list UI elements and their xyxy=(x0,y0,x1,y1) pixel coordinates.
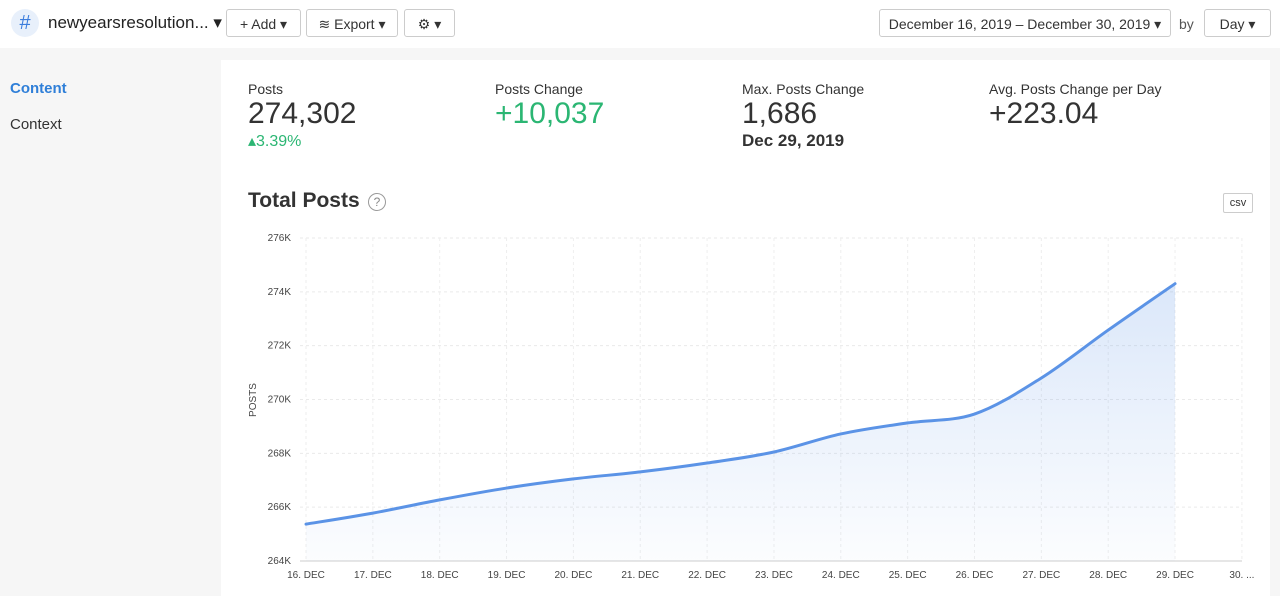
y-tick-label: 264K xyxy=(268,556,292,567)
x-tick-label: 24. DEC xyxy=(822,570,860,581)
stat-value: 1,686 xyxy=(742,97,818,130)
date-range-button[interactable]: December 16, 2019 – December 30, 2019 ▾ xyxy=(879,9,1171,37)
stat-label: Posts Change xyxy=(495,81,583,97)
stat: Avg. Posts Change per Day +223.04 xyxy=(989,81,1162,131)
stat-value: +10,037 xyxy=(495,97,605,130)
x-tick-label: 22. DEC xyxy=(688,570,726,581)
y-tick-label: 266K xyxy=(268,502,292,513)
x-tick-label: 25. DEC xyxy=(889,570,927,581)
stat-sub: Dec 29, 2019 xyxy=(742,131,845,150)
x-tick-label: 26. DEC xyxy=(956,570,994,581)
interval-button[interactable]: Day ▾ xyxy=(1204,9,1271,37)
x-tick-label: 30. ... xyxy=(1229,570,1254,581)
help-icon[interactable]: ? xyxy=(368,193,386,211)
x-tick-label: 21. DEC xyxy=(621,570,659,581)
stat-value: 274,302 xyxy=(248,97,357,130)
stat-value: +223.04 xyxy=(989,97,1099,130)
add-label: + Add xyxy=(239,16,277,32)
export-label: Export xyxy=(334,16,375,32)
nav-content[interactable]: Content xyxy=(10,80,67,97)
line xyxy=(304,282,1177,526)
stat-label: Avg. Posts Change per Day xyxy=(989,81,1162,97)
stat-label: Posts xyxy=(248,81,284,97)
x-tick-label: 28. DEC xyxy=(1089,570,1127,581)
x-tick-label: 16. DEC xyxy=(287,570,325,581)
y-tick-label: 268K xyxy=(268,448,292,459)
y-tick-label: 272K xyxy=(268,341,292,352)
date-range: December 16, 2019 – December 30, 2019 xyxy=(888,16,1151,32)
stat: Max. Posts Change 1,686 Dec 29, 2019 xyxy=(742,81,864,151)
stat-label: Max. Posts Change xyxy=(742,81,865,97)
y-tick-label: 274K xyxy=(268,287,292,298)
x-tick-label: 29. DEC xyxy=(1156,570,1194,581)
nav-context[interactable]: Context xyxy=(10,116,62,133)
x-tick-label: 23. DEC xyxy=(755,570,793,581)
top-bar: # newyearsresolution... ▾ + Add ▾ ≋ Expo… xyxy=(0,0,1280,48)
area xyxy=(306,283,1176,561)
x-tick-label: 18. DEC xyxy=(421,570,459,581)
stat: Posts 274,302 ▴3.39% xyxy=(248,81,357,150)
csv-button[interactable]: csv xyxy=(1223,193,1253,213)
y-tick-label: 276K xyxy=(268,233,292,244)
hashtag-icon: # xyxy=(11,9,39,37)
stat-sub: 3.39% xyxy=(256,133,302,150)
y-tick-label: 270K xyxy=(268,395,292,406)
stat: Posts Change +10,037 xyxy=(495,81,604,131)
y-axis-label: POSTS xyxy=(248,383,259,417)
x-tick-label: 27. DEC xyxy=(1022,570,1060,581)
add-button[interactable]: + Add ▾ xyxy=(226,9,301,37)
hashtag: newyearsresolution... xyxy=(48,13,209,32)
chart-title: Total Posts xyxy=(248,189,360,212)
hashtag-dropdown[interactable]: newyearsresolution... ▾ xyxy=(48,13,222,32)
x-tick-label: 20. DEC xyxy=(555,570,593,581)
x-tick-label: 19. DEC xyxy=(488,570,526,581)
export-button[interactable]: ≋ Export ▾ xyxy=(306,9,398,37)
settings-button[interactable]: ⚙ ▾ xyxy=(404,9,455,37)
x-tick-label: 17. DEC xyxy=(354,570,392,581)
interval: Day xyxy=(1219,16,1245,32)
by-label: by xyxy=(1179,16,1194,32)
